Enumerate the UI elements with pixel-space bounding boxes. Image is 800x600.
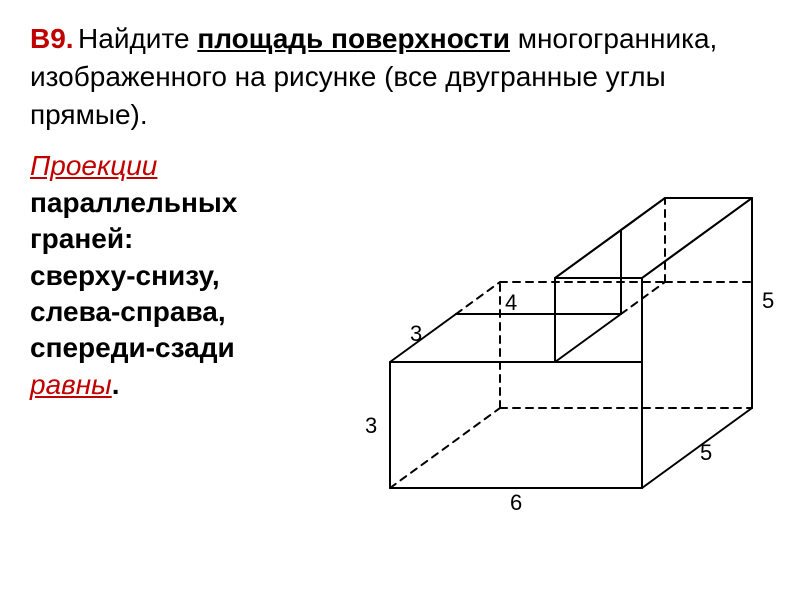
dim-5-depth: 5 <box>700 440 712 466</box>
side-line2: сверху-снизу, <box>30 258 340 294</box>
polyhedron-diagram: 3 4 5 3 5 6 <box>350 128 800 528</box>
dim-5-right-height: 5 <box>762 288 774 314</box>
problem-underlined: площадь поверхности <box>197 23 510 54</box>
side-period: . <box>112 369 120 400</box>
problem-text-1: Найдите <box>78 23 197 54</box>
problem-statement: В9. Найдите площадь поверхности многогра… <box>30 20 770 133</box>
dim-3-left-height: 3 <box>365 413 377 439</box>
side-line1: параллельных граней: <box>30 185 340 258</box>
side-line4: спереди-сзади <box>30 330 340 366</box>
dim-3-top: 3 <box>410 321 422 347</box>
bottom-section: Проекции параллельных граней: сверху-сни… <box>30 148 770 403</box>
side-line3: слева-справа, <box>30 294 340 330</box>
dim-4-top: 4 <box>505 290 517 316</box>
dim-6-bottom: 6 <box>510 490 522 516</box>
problem-label: В9. <box>30 23 74 54</box>
side-word-projections: Проекции <box>30 150 157 181</box>
side-note: Проекции параллельных граней: сверху-сни… <box>30 148 340 403</box>
side-word-equal: равны <box>30 369 112 400</box>
